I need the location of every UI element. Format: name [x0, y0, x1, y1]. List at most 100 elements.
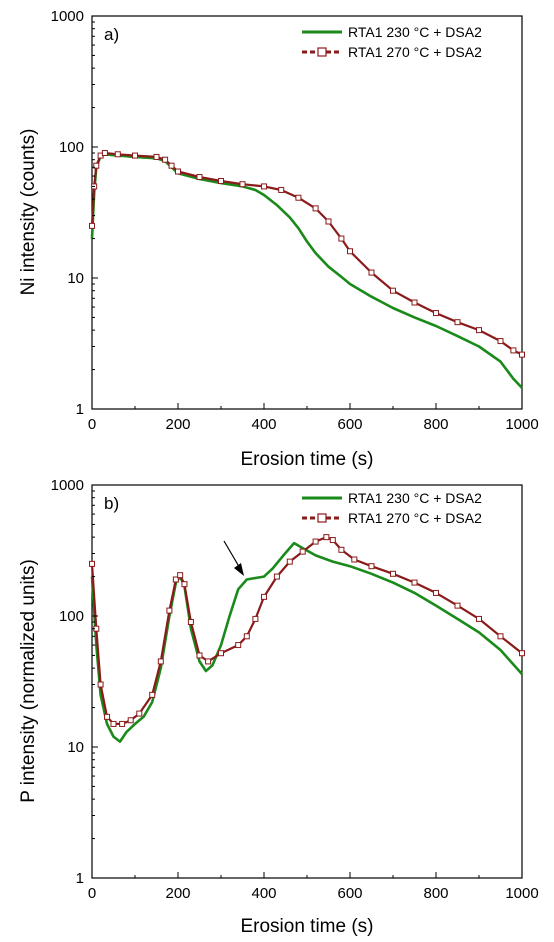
panel-b-legend-marker-1: [317, 513, 327, 523]
panel-b-series-1-point-31: [390, 570, 396, 577]
annotation-arrow-head: [234, 563, 244, 576]
panel-a-series-1-point-29: [519, 351, 525, 358]
panel-b-series-1-point-27: [329, 537, 336, 544]
panel-a-x-tick-label-600: 600: [337, 416, 362, 433]
panel-b-series-1-point-13: [181, 581, 188, 588]
panel-b-series-1-point-14: [187, 618, 194, 625]
panel-a-series-1-point-6: [132, 152, 138, 159]
annotation-arrow: [223, 540, 244, 576]
panel-b-series-1-point-24: [299, 548, 306, 555]
panel-b-legend-entry-0: RTA1 230 °C + DSA2: [302, 490, 482, 506]
panel-a-series-1-point-7: [153, 153, 160, 160]
panel-b-series-1-point-18: [235, 642, 242, 649]
panel-a-ticks-layer: [91, 15, 523, 410]
panel-a-y-tick-label-100: 100: [59, 139, 84, 156]
panel-b-series-1-point-26: [323, 534, 330, 541]
panel-b-series-1-point-28: [338, 546, 345, 553]
panel-b-series-1-point-37: [519, 650, 525, 657]
panel-b-chart: 0 200 400 600 800 1000 1 10 100 1000 b) Erosion t…: [18, 477, 539, 937]
panel-a-series-1-point-5: [114, 151, 121, 158]
panel-b-y-tick-label-1: 1: [76, 870, 84, 887]
panel-a-series-1-point-0: [89, 222, 95, 229]
panel-a-series-layer: [89, 149, 525, 389]
panel-b-series-1-point-3: [104, 713, 111, 720]
panel-a-series-1-point-21: [368, 269, 375, 276]
panel-b-legend-label-1: RTA1 270 °C + DSA2: [348, 510, 482, 526]
panel-a-x-tick-label-800: 800: [423, 416, 448, 433]
panel-b-x-tick-label-800: 800: [423, 885, 448, 902]
panel-b-series-1-line: [90, 536, 523, 725]
panel-b-legend: RTA1 230 °C + DSA2 RTA1 270 °C + DSA2: [302, 490, 482, 526]
panel-a-series-1-point-16: [295, 194, 302, 201]
panel-a-series-1-point-9: [168, 162, 175, 169]
panel-b-series-1-point-34: [454, 602, 461, 609]
panel-a-series-1-point-24: [433, 310, 439, 317]
panel-b-series-1-point-10: [166, 607, 173, 614]
panel-a-x-tick-label-0: 0: [88, 416, 96, 433]
panel-b-series-1-point-29: [351, 556, 358, 563]
panel-b-legend-label-0: RTA1 230 °C + DSA2: [348, 490, 482, 506]
panel-a-chart: 0 200 400 600 800 1000 1 10 100 1000 a) Erosion t…: [18, 8, 539, 470]
panel-b-y-tick-label-10: 10: [67, 739, 84, 756]
panel-a-series-1-point-4: [101, 149, 108, 156]
panel-b-series-1-point-35: [476, 615, 482, 622]
panel-a-x-tick-label-1000: 1000: [505, 416, 538, 433]
panel-a-series-1-point-12: [218, 178, 224, 185]
panel-b-series-1-point-30: [368, 563, 375, 570]
panel-b-series-1-point-22: [273, 573, 280, 580]
panel-b-series-1-point-9: [157, 658, 164, 665]
panel-b-y-axis-title: P intensity (normalized units): [18, 559, 39, 803]
panel-a-legend: RTA1 230 °C + DSA2 RTA1 270 °C + DSA2: [302, 24, 482, 60]
panel-b-series-1-point-12: [177, 572, 184, 579]
panel-b-series-1-point-2: [97, 681, 104, 688]
panel-a-legend-entry-0: RTA1 230 °C + DSA2: [302, 24, 482, 40]
panel-a-series-1-point-8: [162, 156, 169, 163]
panel-b-y-tick-label-100: 100: [59, 608, 84, 625]
panel-b-series-1-point-21: [261, 593, 267, 600]
panel-a-series-1-point-27: [497, 338, 504, 345]
panel-b-series-1-point-0: [89, 560, 95, 567]
panel-a-x-tick-label-400: 400: [251, 416, 276, 433]
panel-b-series-1-point-25: [312, 538, 319, 545]
panel-a-series-1-point-15: [278, 186, 285, 193]
panel-b-series-1-point-8: [149, 691, 156, 698]
panel-b-y-tick-label-1000: 1000: [51, 477, 84, 494]
panel-b-series-layer: [89, 534, 525, 743]
panel-b-series-1-point-5: [119, 720, 126, 727]
panel-a-series-1-point-28: [510, 347, 517, 354]
panel-a-series-1-point-11: [196, 174, 203, 181]
panel-a-x-axis-title: Erosion time (s): [240, 449, 373, 470]
panel-a-series-1-point-26: [476, 327, 482, 334]
panel-a-series-1-point-19: [338, 235, 345, 242]
panel-a-legend-marker-1: [317, 47, 327, 57]
panel-a-series-1-point-23: [411, 299, 418, 306]
panel-b-x-tick-label-0: 0: [88, 885, 96, 902]
panel-b-series-1-point-32: [411, 579, 418, 586]
panel-a-series-1-point-25: [454, 319, 461, 326]
panel-a-series-0-line: [90, 153, 523, 389]
panel-b-series-1-point-23: [286, 558, 293, 565]
panel-b-series-0-line: [90, 541, 523, 743]
panel-b-series-1-point-11: [172, 576, 179, 583]
panel-b-x-axis-title: Erosion time (s): [240, 916, 373, 937]
panel-a-legend-label-0: RTA1 230 °C + DSA2: [348, 24, 482, 40]
panel-a-x-tick-label-200: 200: [165, 416, 190, 433]
panel-b-series-1-point-16: [205, 658, 212, 665]
panel-b-x-tick-label-200: 200: [165, 885, 190, 902]
panel-a-legend-label-1: RTA1 270 °C + DSA2: [348, 44, 482, 60]
panel-a-label: a): [104, 25, 119, 44]
panel-b-series-1-point-20: [252, 615, 259, 622]
panel-a-series-1-point-10: [175, 168, 181, 175]
panel-a-y-tick-label-1: 1: [76, 401, 84, 418]
panel-b-label: b): [104, 494, 119, 513]
panel-a-y-tick-label-10: 10: [67, 270, 84, 287]
panel-b-tick-labels-layer: 0 200 400 600 800 1000 1 10 100 1000: [51, 477, 539, 902]
panel-a-series-1-point-18: [325, 218, 332, 225]
panel-a-series-1-point-13: [239, 181, 246, 188]
panel-a-plot-frame: [91, 15, 523, 410]
panel-a-series-1-point-2: [93, 162, 100, 169]
panel-a-legend-entry-1: RTA1 270 °C + DSA2: [302, 44, 482, 60]
panel-b-series-1-point-15: [196, 652, 203, 659]
panel-a-series-1-point-14: [261, 183, 267, 190]
